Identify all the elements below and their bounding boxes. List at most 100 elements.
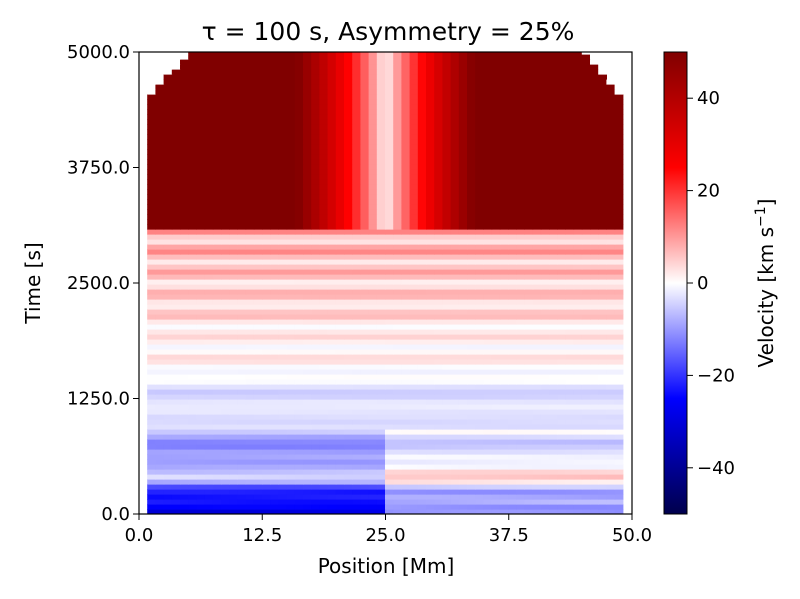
heatmap-cell [393,129,402,135]
heatmap-cell [606,479,616,485]
heatmap-cell [204,419,214,425]
heatmap-cell [221,349,230,355]
heatmap-cell [335,419,345,425]
heatmap-cell [458,304,468,310]
heatmap-cell [311,444,320,450]
heatmap-cell [335,409,345,415]
heatmap-cell [540,479,550,485]
heatmap-cell [573,114,583,120]
heatmap-cell [614,434,624,440]
heatmap-cell [508,349,517,355]
heatmap-cell [376,369,386,375]
heatmap-cell [573,309,583,315]
heatmap-cell [212,144,222,150]
heatmap-cell [549,354,558,360]
heatmap-cell [286,304,296,310]
heatmap-cell [188,474,197,480]
heatmap-cell [360,104,370,110]
heatmap-cell [303,499,312,505]
heatmap-cell [270,389,279,395]
heatmap-cell [483,109,493,115]
heatmap-cell [180,409,189,415]
heatmap-cell [483,409,493,415]
heatmap-cell [499,394,509,400]
heatmap-cell [614,219,624,225]
heatmap-cell [557,479,566,485]
heatmap-cell [171,174,181,180]
heatmap-cell [180,284,189,290]
heatmap-cell [311,359,320,365]
heatmap-cell [458,264,468,270]
heatmap-cell [499,299,509,305]
heatmap-cell [212,194,222,200]
heatmap-cell [483,264,493,270]
heatmap-cell [409,399,419,405]
heatmap-cell [319,499,329,505]
heatmap-cell [393,84,402,90]
heatmap-cell [426,404,435,410]
heatmap-cell [442,389,452,395]
heatmap-cell [434,129,443,135]
heatmap-cell [294,409,304,415]
heatmap-cell [549,324,558,330]
heatmap-cell [253,419,263,425]
heatmap-cell [376,234,386,240]
heatmap-cell [253,239,263,245]
heatmap-cell [327,194,337,200]
heatmap-cell [163,209,173,215]
heatmap-cell [221,444,230,450]
heatmap-cell [368,279,378,285]
heatmap-cell [204,469,214,475]
heatmap-cell [549,409,558,415]
heatmap-cell [475,179,484,185]
heatmap-cell [270,334,279,340]
heatmap-cell [434,104,443,110]
heatmap-cell [155,274,165,280]
heatmap-cell [516,314,525,320]
heatmap-cell [155,279,165,285]
heatmap-cell [557,304,566,310]
heatmap-cell [245,379,255,385]
heatmap-cell [180,79,189,85]
heatmap-cell [549,184,558,190]
heatmap-cell [581,294,591,300]
heatmap-cell [401,359,411,365]
heatmap-cell [508,164,517,170]
heatmap-cell [393,449,402,455]
heatmap-cell [171,164,181,170]
heatmap-cell [294,444,304,450]
heatmap-cell [229,354,238,360]
heatmap-cell [163,399,173,405]
heatmap-cell [434,149,443,155]
heatmap-cell [606,504,616,510]
heatmap-cell [508,84,517,90]
heatmap-cell [188,314,197,320]
heatmap-cell [590,374,599,380]
heatmap-cell [499,419,509,425]
heatmap-cell [483,459,493,465]
heatmap-cell [237,274,247,280]
heatmap-cell [401,324,411,330]
heatmap-cell [270,454,279,460]
heatmap-cell [573,479,583,485]
heatmap-cell [212,429,222,435]
heatmap-cell [360,464,370,470]
heatmap-cell [368,379,378,385]
heatmap-cell [155,249,165,255]
heatmap-cell [549,474,558,480]
heatmap-cell [450,464,460,470]
heatmap-cell [245,194,255,200]
heatmap-cell [278,219,288,225]
heatmap-cell [458,449,468,455]
heatmap-cell [532,114,542,120]
heatmap-cell [155,379,165,385]
heatmap-cell [262,479,271,485]
heatmap-cell [401,224,411,230]
heatmap-cell [581,99,591,105]
heatmap-cell [335,324,345,330]
heatmap-cell [434,194,443,200]
heatmap-cell [188,444,197,450]
heatmap-cell [335,239,345,245]
heatmap-cell [417,474,427,480]
heatmap-cell [598,474,607,480]
